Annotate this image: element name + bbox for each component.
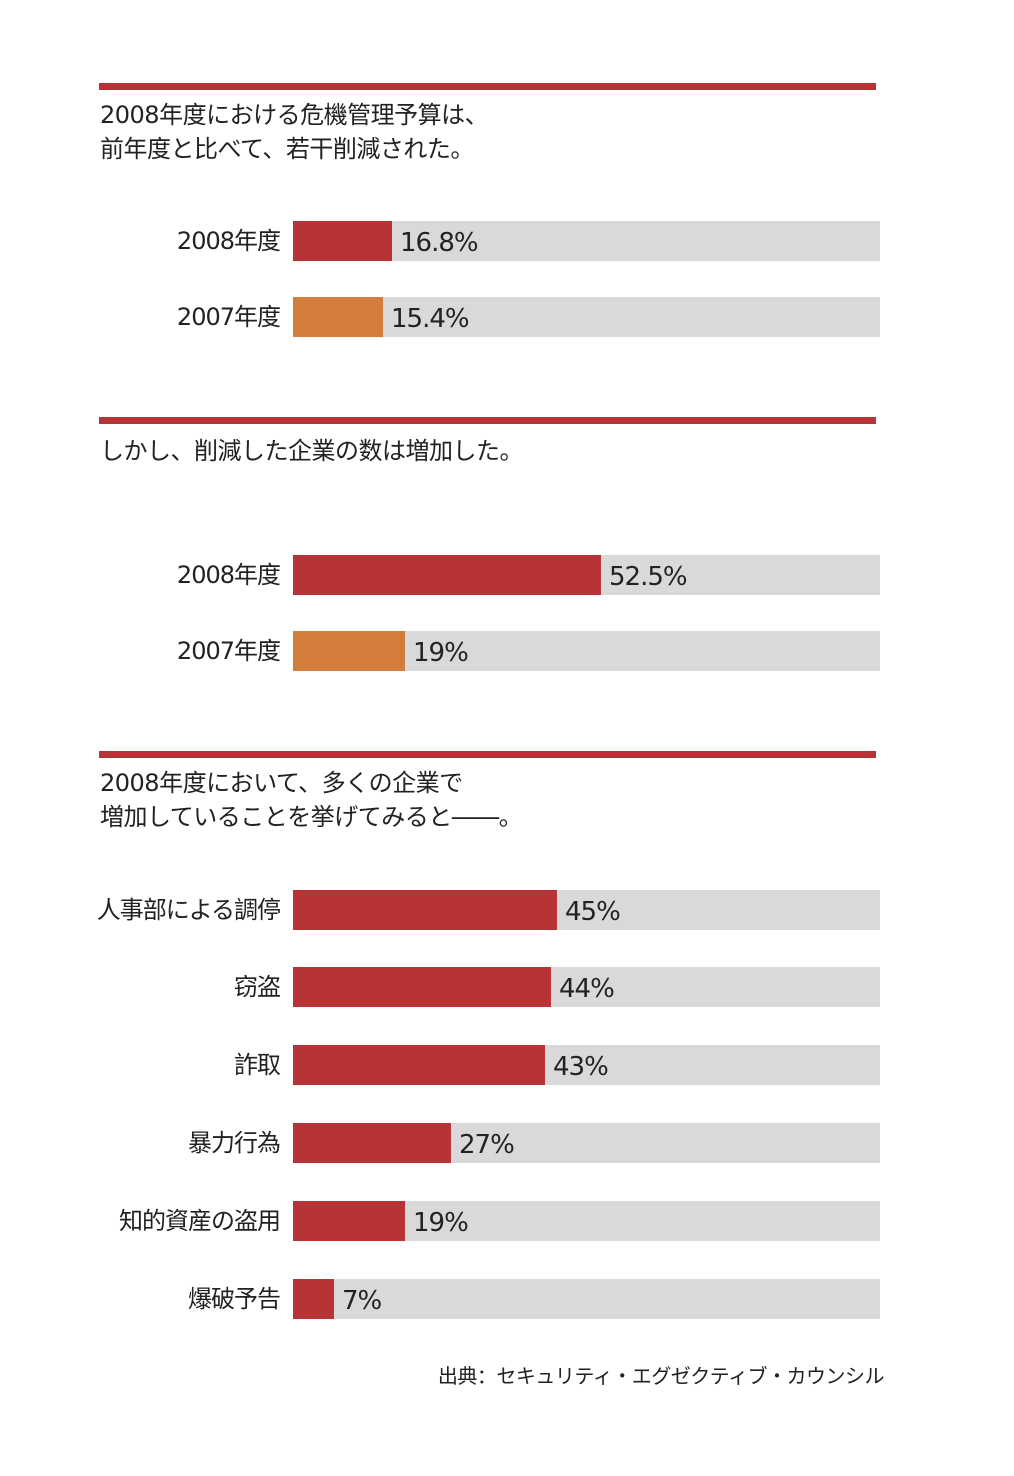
bar-value-label: 52.5%	[609, 562, 688, 592]
bar-value-label: 19%	[413, 638, 469, 668]
bar-value-label: 7%	[342, 1286, 382, 1316]
bar-value-label: 15.4%	[391, 304, 470, 334]
category-label: 人事部による調停	[96, 896, 281, 924]
bar-track: 44%	[293, 967, 880, 1007]
category-label: 2007年度	[176, 637, 281, 665]
bar	[293, 890, 557, 930]
bar-track: 45%	[293, 890, 880, 930]
section-2-heading: しかし、削減した企業の数は増加した。	[100, 437, 524, 465]
bar	[293, 221, 392, 261]
bar	[293, 631, 405, 671]
bar-track: 7%	[293, 1279, 880, 1319]
category-label: 窃盗	[234, 973, 281, 1001]
bar-value-label: 44%	[559, 974, 615, 1004]
bar	[293, 297, 383, 337]
bar-value-label: 19%	[413, 1208, 469, 1238]
source-note: 出典：セキュリティ・エグゼクティブ・カウンシル	[437, 1364, 885, 1388]
bar-value-label: 43%	[553, 1052, 609, 1082]
bar-value-label: 27%	[459, 1130, 515, 1160]
category-label: 2008年度	[176, 561, 281, 589]
bar	[293, 555, 601, 595]
bar-track: 43%	[293, 1045, 880, 1085]
bar-value-label: 16.8%	[400, 228, 479, 258]
bar-value-label: 45%	[565, 897, 621, 927]
bar	[293, 1123, 451, 1163]
bar	[293, 1201, 405, 1241]
bar-track: 19%	[293, 631, 880, 671]
category-label: 2008年度	[176, 227, 281, 255]
bar-track: 19%	[293, 1201, 880, 1241]
category-label: 爆破予告	[188, 1285, 281, 1313]
section-1-heading: 2008年度における危機管理予算は、 前年度と比べて、若干削減された。	[100, 101, 489, 163]
bar	[293, 967, 551, 1007]
category-label: 2007年度	[176, 303, 281, 331]
bar	[293, 1279, 334, 1319]
section-3-rule	[99, 751, 876, 758]
section-3-heading: 2008年度において、多くの企業で 増加していることを挙げてみると――。	[100, 769, 523, 831]
bar-track: 15.4%	[293, 297, 880, 337]
bar	[293, 1045, 545, 1085]
category-label: 暴力行為	[188, 1129, 281, 1157]
section-2-rule	[99, 417, 876, 424]
category-label: 詐取	[234, 1051, 281, 1079]
category-label: 知的資産の盗用	[119, 1207, 281, 1235]
bar-track: 27%	[293, 1123, 880, 1163]
section-1-rule	[99, 83, 876, 90]
bar-track: 52.5%	[293, 555, 880, 595]
bar-track: 16.8%	[293, 221, 880, 261]
